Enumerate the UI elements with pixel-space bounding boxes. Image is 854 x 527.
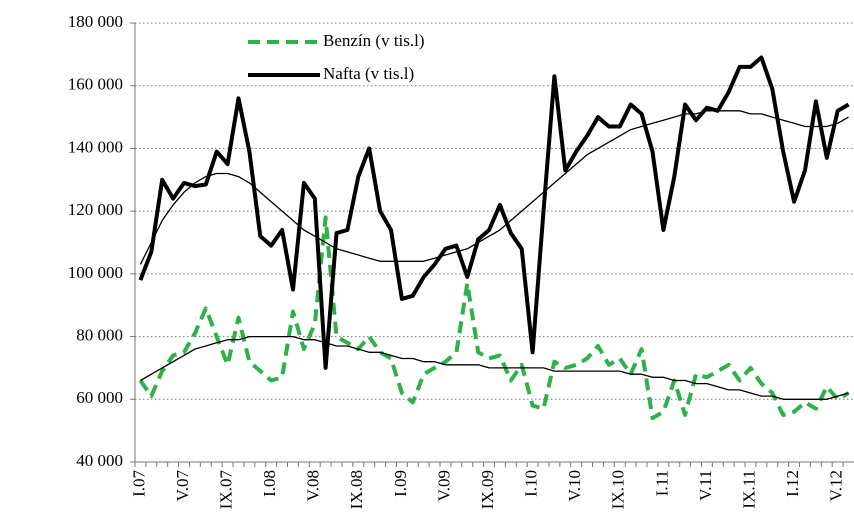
- x-tick-label: I.08: [260, 470, 279, 497]
- y-tick-label: 40 000: [76, 451, 123, 470]
- x-tick-label: IX.09: [478, 470, 497, 509]
- x-tick-label: I.11: [652, 470, 671, 496]
- x-tick-label: V.11: [696, 470, 715, 501]
- trend-line: [140, 335, 849, 400]
- trend-line: [139, 110, 849, 265]
- x-tick-label: IX.07: [217, 470, 236, 510]
- series-line: [138, 215, 850, 421]
- series-line: [138, 55, 850, 370]
- y-tick-label: 140 000: [68, 137, 123, 156]
- x-tick-label: V.12: [827, 470, 846, 501]
- x-tick-label: I.12: [783, 470, 802, 497]
- y-tick-label: 120 000: [68, 200, 123, 219]
- y-tick-label: 180 000: [68, 12, 123, 31]
- x-tick-label: V.08: [304, 470, 323, 501]
- x-tick-label: IX.11: [739, 470, 758, 509]
- y-tick-label: 160 000: [68, 75, 123, 94]
- y-tick-label: 100 000: [68, 263, 123, 282]
- legend-label: Nafta (v tis.l): [323, 64, 414, 83]
- y-tick-label: 80 000: [76, 325, 123, 344]
- x-tick-label: I.07: [129, 470, 148, 497]
- x-tick-label: V.07: [173, 470, 192, 502]
- x-tick-label: V.09: [434, 470, 453, 501]
- legend-label: Benzín (v tis.l): [323, 31, 425, 50]
- x-tick-label: I.10: [522, 470, 541, 497]
- x-tick-label: V.10: [565, 470, 584, 501]
- x-tick-label: IX.08: [347, 470, 366, 509]
- x-tick-label: IX.10: [609, 470, 628, 509]
- y-tick-label: 60 000: [76, 388, 123, 407]
- x-tick-label: I.09: [391, 470, 410, 497]
